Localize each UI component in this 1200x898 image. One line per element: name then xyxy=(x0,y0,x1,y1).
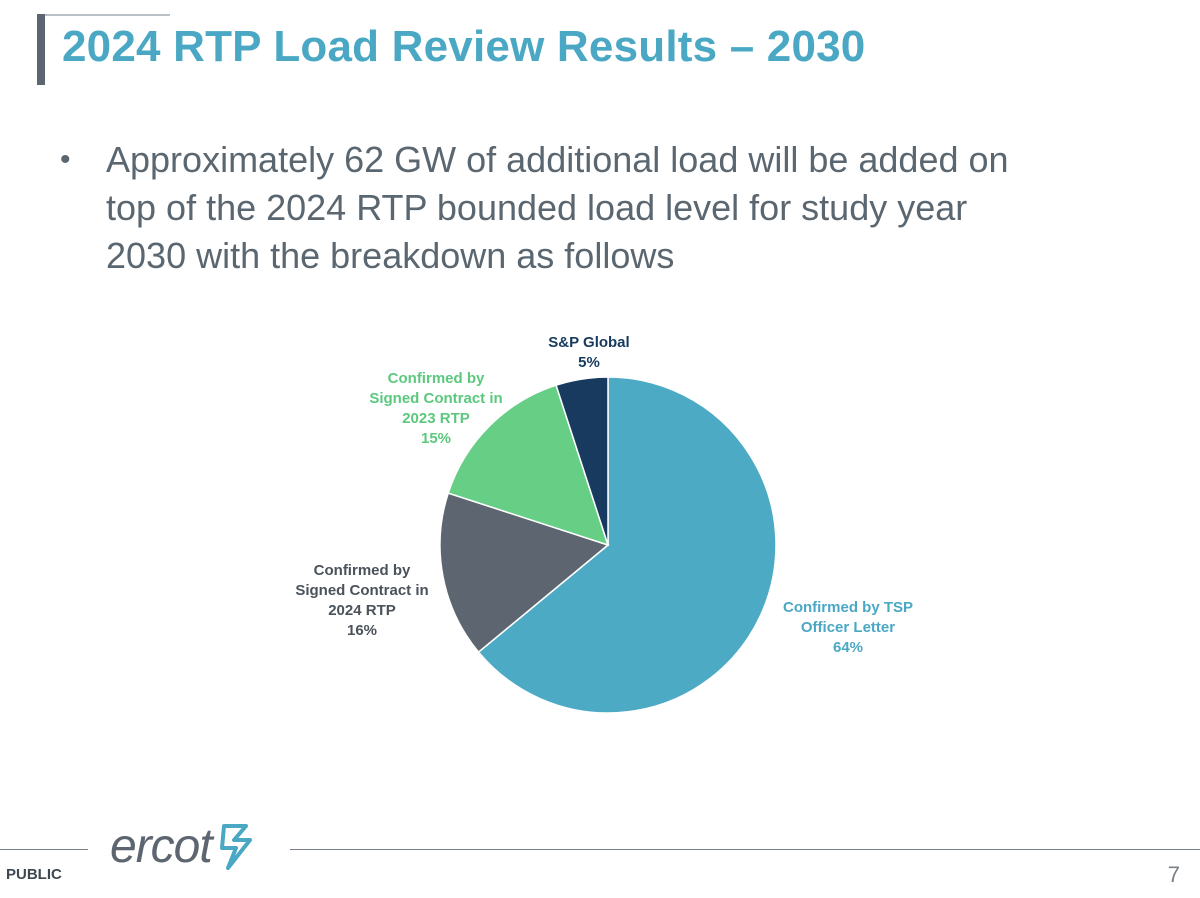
bullet-dot-icon: • xyxy=(60,143,71,176)
title-accent-bar xyxy=(37,14,45,85)
pie-slice-label-line: Signed Contract in xyxy=(295,582,428,599)
classification-label: PUBLIC xyxy=(6,866,62,883)
pie-labels: Confirmed by TSP Officer Letter 64%Confirm… xyxy=(295,334,913,656)
pie-slice-label-line: S&P Global xyxy=(548,334,629,351)
pie-slice-label: Confirmed by Signed Contract in 2023 RTP 15… xyxy=(369,370,502,447)
page-number: 7 xyxy=(1167,862,1180,887)
bullet-line: top of the 2024 RTP bounded load level f… xyxy=(106,187,968,228)
bullet-item: • Approximately 62 GW of additional load… xyxy=(60,136,1160,280)
pie-slice-label-line: Confirmed by xyxy=(314,562,411,579)
bullet-list: • Approximately 62 GW of additional load… xyxy=(60,136,1160,280)
pie-slice xyxy=(447,384,610,547)
lightning-bolt-icon xyxy=(219,824,252,870)
bullet-line: Approximately 62 GW of additional load w… xyxy=(106,139,1009,180)
pie-slice-value-label: 64% xyxy=(833,639,863,656)
pie-slice xyxy=(439,492,610,654)
pie-slice-label-line: Signed Contract in xyxy=(369,390,502,407)
logo-wordmark: ercot xyxy=(110,819,213,873)
pie-slice-label-line: Confirmed by TSP xyxy=(783,599,913,616)
title-top-rule xyxy=(45,14,170,16)
pie-slice-label: Confirmed by Signed Contract in 2024 RTP 16… xyxy=(295,562,428,639)
slide-title: 2024 RTP Load Review Results – 2030 xyxy=(62,22,866,71)
pie-slice-label-line: Officer Letter xyxy=(801,619,895,636)
pie-slice-label-line: 2023 RTP xyxy=(402,410,470,427)
pie-slice xyxy=(477,376,777,714)
pie-slice-label: Confirmed by TSP Officer Letter 64% xyxy=(783,599,913,656)
pie-slice-label-line: Confirmed by xyxy=(388,370,485,387)
footer-rule-left xyxy=(0,849,88,850)
pie-slices xyxy=(439,376,777,714)
footer-rule-right xyxy=(290,849,1200,850)
pie-slice-label: S&P Global 5% xyxy=(548,334,629,371)
ercot-logo: ercot xyxy=(110,818,258,874)
pie-slice-value-label: 16% xyxy=(347,622,377,639)
pie-slice-value-label: 5% xyxy=(578,354,600,371)
pie-slice-label-line: 2024 RTP xyxy=(328,602,396,619)
bullet-line: 2030 with the breakdown as follows xyxy=(106,235,675,276)
pie-slice-value-label: 15% xyxy=(421,430,451,447)
pie-slice xyxy=(555,376,609,546)
